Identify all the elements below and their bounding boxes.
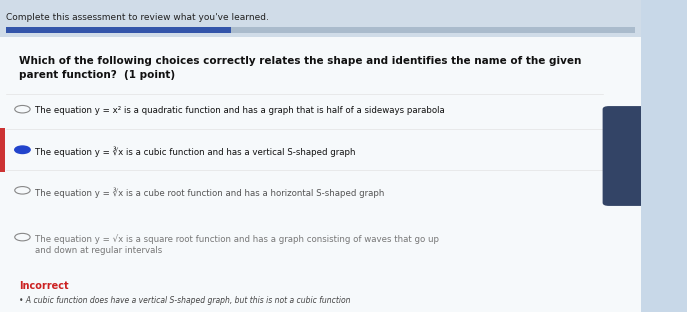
Text: The equation y = ∛x is a cube root function and has a horizontal S-shaped graph: The equation y = ∛x is a cube root funct…: [35, 187, 385, 198]
Text: The equation y = √x is a square root function and has a graph consisting of wave: The equation y = √x is a square root fun…: [35, 234, 439, 256]
Text: Which of the following choices correctly relates the shape and identifies the na: Which of the following choices correctly…: [19, 56, 582, 80]
FancyBboxPatch shape: [0, 0, 641, 37]
Text: • A cubic function does have a vertical S-shaped graph, but this is not a cubic : • A cubic function does have a vertical …: [19, 296, 351, 305]
Text: ×: ×: [609, 143, 621, 157]
FancyBboxPatch shape: [6, 27, 635, 33]
Circle shape: [14, 146, 30, 154]
Text: Incorrect: Incorrect: [19, 281, 69, 291]
FancyBboxPatch shape: [0, 37, 641, 312]
Text: Complete this assessment to review what you've learned.: Complete this assessment to review what …: [6, 13, 269, 22]
FancyBboxPatch shape: [6, 27, 231, 33]
FancyBboxPatch shape: [602, 106, 647, 206]
Text: The equation y = ∛x is a cubic function and has a vertical S-shaped graph: The equation y = ∛x is a cubic function …: [35, 147, 356, 157]
Text: The equation y = x² is a quadratic function and has a graph that is half of a si: The equation y = x² is a quadratic funct…: [35, 106, 445, 115]
FancyBboxPatch shape: [0, 128, 5, 172]
